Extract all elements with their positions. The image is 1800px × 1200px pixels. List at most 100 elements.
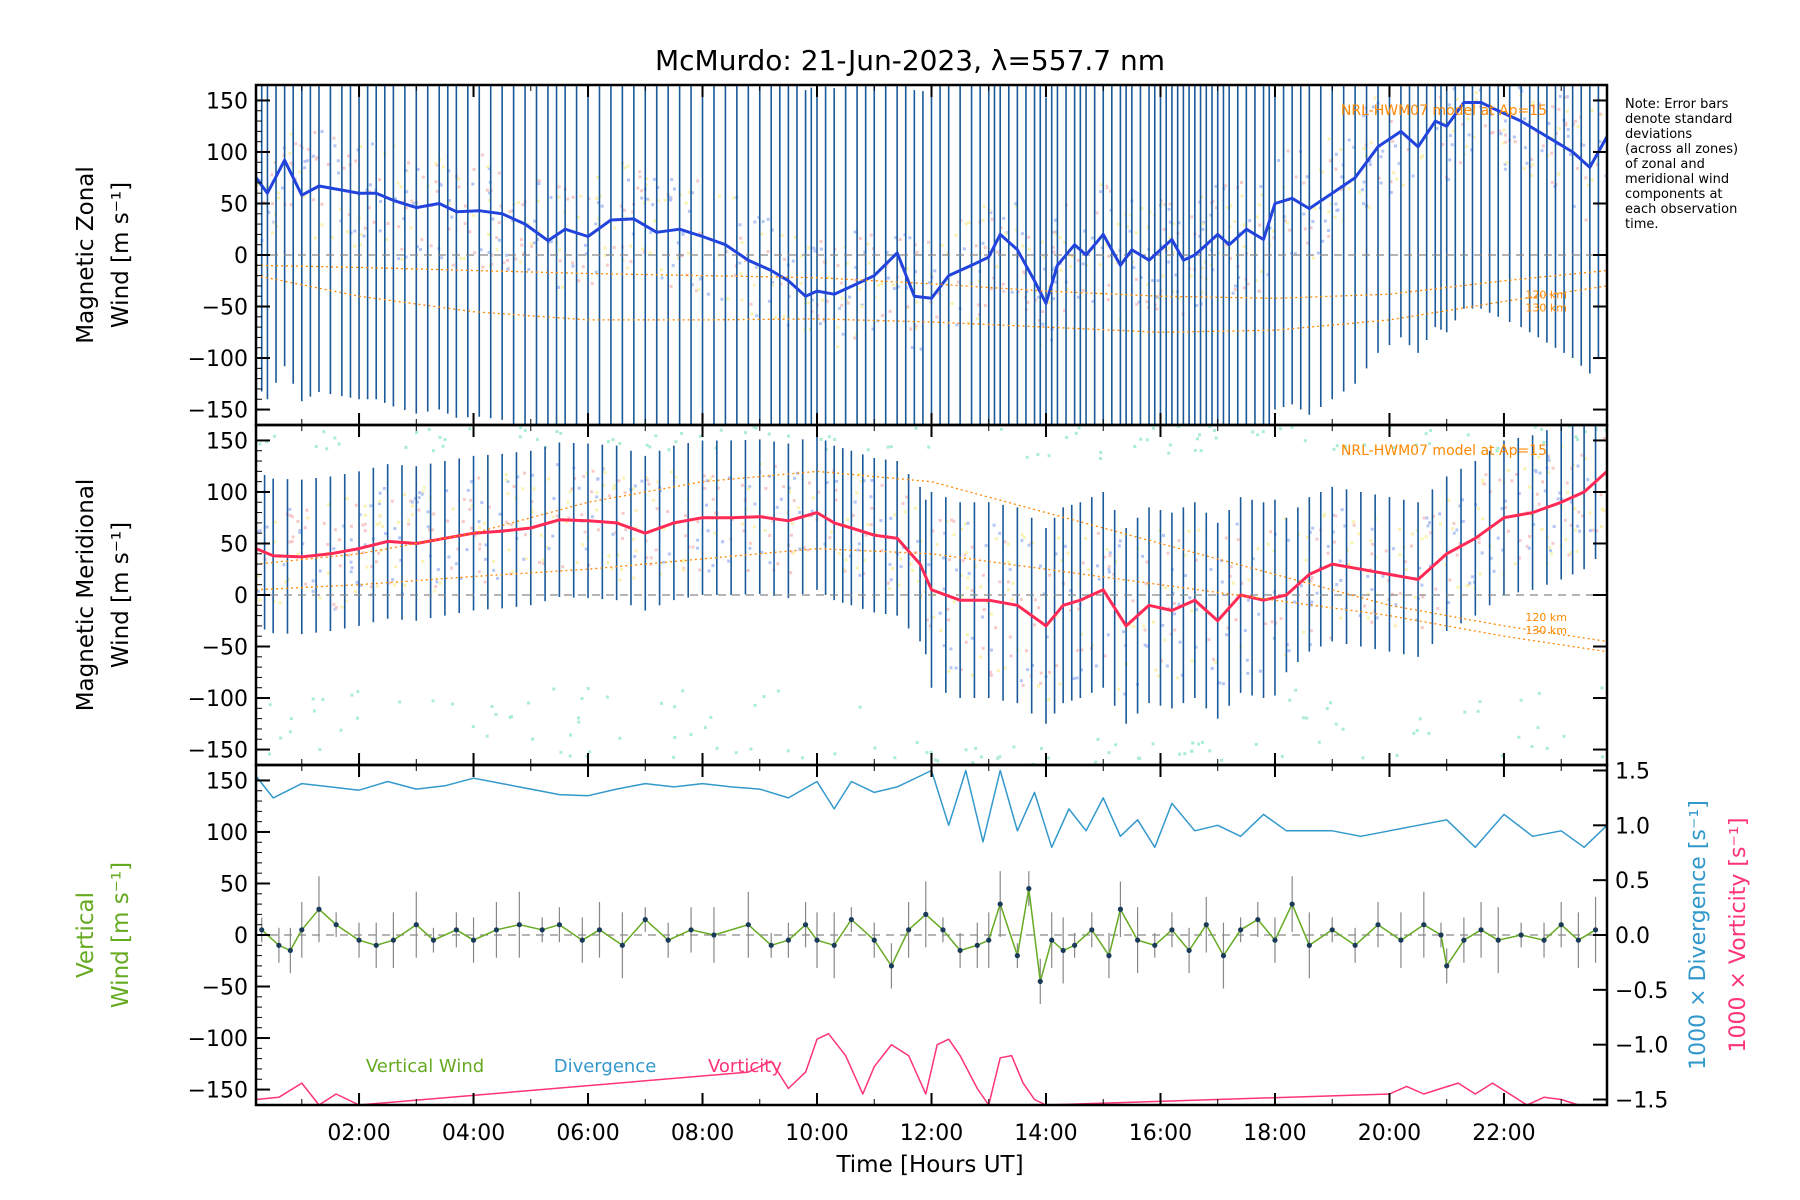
scatter-point [817, 490, 821, 494]
scatter-point [1084, 536, 1088, 540]
scatter-point [1491, 130, 1495, 134]
scatter-point [1567, 553, 1571, 557]
scatter-point-cyan [979, 755, 983, 759]
scatter-point [318, 569, 322, 573]
scatter-point [956, 280, 960, 284]
scatter-point [304, 582, 308, 586]
scatter-point [1162, 227, 1166, 231]
x-tick-label: 12:00 [900, 1121, 963, 1146]
scatter-point [1339, 578, 1343, 582]
scatter-point [1496, 536, 1500, 540]
scatter-point [1484, 473, 1488, 477]
scatter-point [1591, 528, 1595, 532]
scatter-point [632, 576, 636, 580]
scatter-point [1151, 279, 1155, 283]
scatter-point-cyan [273, 434, 277, 438]
scatter-point [950, 301, 954, 305]
scatter-point [1504, 499, 1508, 503]
scatter-point [1075, 676, 1079, 680]
scatter-point [1107, 254, 1111, 258]
scatter-point [1599, 493, 1603, 497]
scatter-point [1159, 659, 1163, 663]
scatter-point [451, 507, 455, 511]
scatter-point [746, 487, 750, 491]
scatter-point [456, 547, 460, 551]
scatter-point-cyan [1392, 446, 1396, 450]
scatter-point [345, 230, 349, 234]
scatter-point [549, 240, 553, 244]
scatter-point [1226, 626, 1230, 630]
scatter-point [372, 220, 376, 224]
scatter-point [1220, 580, 1224, 584]
scatter-point [1370, 588, 1374, 592]
scatter-point-cyan [1191, 741, 1195, 745]
scatter-point [1321, 239, 1325, 243]
scatter-point [1448, 134, 1452, 138]
scatter-point [397, 257, 401, 261]
legend-entry: Vorticity [708, 1056, 782, 1077]
scatter-point [1340, 175, 1344, 179]
vertical-wind-point [711, 932, 717, 938]
scatter-point [1019, 598, 1023, 602]
scatter-point [1048, 670, 1052, 674]
vertical-wind-point [1352, 942, 1358, 948]
scatter-point [1259, 269, 1263, 273]
vertical-wind-point [802, 922, 809, 928]
scatter-point [349, 524, 353, 528]
scatter-point [1006, 542, 1010, 546]
scatter-point-cyan [1036, 452, 1040, 456]
vertical-wind-point [1049, 937, 1055, 943]
scatter-point [1379, 155, 1383, 159]
scatter-point [967, 572, 971, 576]
scatter-point [377, 551, 381, 555]
scatter-point [942, 587, 946, 591]
vertical-wind-point [1238, 927, 1244, 933]
x-tick-label: 04:00 [442, 1121, 505, 1146]
scatter-point [382, 486, 386, 490]
scatter-point [1329, 202, 1333, 206]
scatter-point [497, 238, 501, 242]
scatter-point [626, 178, 630, 182]
scatter-point [1411, 174, 1415, 178]
y2-tick-label: −1.0 [1615, 1034, 1668, 1059]
scatter-point [1394, 624, 1398, 628]
scatter-point [1053, 230, 1057, 234]
scatter-point [676, 241, 680, 245]
scatter-point [378, 229, 382, 233]
scatter-point [740, 483, 744, 487]
scatter-point-cyan [915, 741, 919, 745]
scatter-point-cyan [526, 701, 530, 705]
scatter-point-cyan [1317, 740, 1321, 744]
scatter-point [1306, 241, 1310, 245]
scatter-point [966, 321, 970, 325]
scatter-point [336, 159, 340, 163]
y-tick-label: 0 [234, 584, 248, 609]
scatter-point [478, 542, 482, 546]
scatter-point [457, 177, 461, 181]
scatter-point [1377, 176, 1381, 180]
vertical-wind-point [1398, 937, 1404, 943]
scatter-point [744, 259, 748, 263]
scatter-point-cyan [776, 689, 780, 693]
scatter-point [590, 490, 594, 494]
scatter-point [267, 210, 271, 214]
scatter-point [1194, 645, 1198, 649]
scatter-point [1211, 200, 1215, 204]
scatter-point [286, 577, 290, 581]
scatter-point [790, 521, 794, 525]
scatter-point [996, 250, 1000, 254]
scatter-point [1370, 620, 1374, 624]
scatter-point [484, 543, 488, 547]
vertical-wind-point [997, 901, 1003, 907]
scatter-point [1201, 222, 1205, 226]
scatter-point [1379, 181, 1383, 185]
scatter-point [1272, 236, 1276, 240]
scatter-point [404, 169, 408, 173]
scatter-point [684, 201, 688, 205]
scatter-point [314, 157, 318, 161]
scatter-point [1171, 290, 1175, 294]
scatter-point [1513, 140, 1517, 144]
scatter-point [1047, 285, 1051, 289]
scatter-point-cyan [576, 716, 580, 720]
